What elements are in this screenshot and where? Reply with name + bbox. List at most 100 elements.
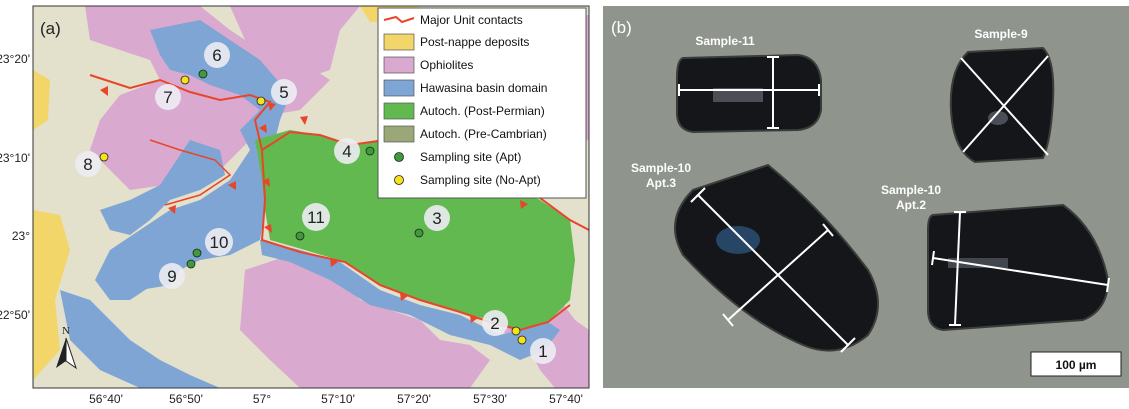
site-label-halo xyxy=(302,203,330,231)
legend-label: Autoch. (Pre-Cambrian) xyxy=(420,127,547,141)
legend-swatch-post-nappe xyxy=(383,33,415,51)
site-marker-apt xyxy=(414,228,424,238)
grain-inclusion xyxy=(948,258,1008,268)
thrust-teeth xyxy=(100,86,528,323)
legend-label: Sampling site (Apt) xyxy=(420,150,521,164)
north-label: N xyxy=(62,325,70,337)
grain-inclusion xyxy=(988,111,1008,125)
sample-10-apt3-label: Sample-10 xyxy=(631,161,691,175)
hawasina-area xyxy=(100,140,225,235)
site-number-label: 11 xyxy=(307,208,325,227)
map-legend: Major Unit contacts Post-nappe deposits … xyxy=(377,7,587,199)
site-number-label: 2 xyxy=(490,314,499,333)
lon-tick-label: 56°50' xyxy=(169,392,203,406)
legend-label: Post-nappe deposits xyxy=(420,35,529,49)
hawasina-area xyxy=(95,20,290,300)
legend-swatch-site-apt xyxy=(394,152,404,162)
apatite-grain-sample-10-apt2 xyxy=(927,203,1110,332)
site-number-label: 5 xyxy=(279,83,288,102)
ophiolite-area xyxy=(240,255,490,388)
legend-label: Hawasina basin domain xyxy=(420,81,547,95)
site-label-halo xyxy=(424,205,450,231)
legend-swatch-contact-line xyxy=(383,15,415,24)
lon-tick-label: 57°20' xyxy=(397,392,431,406)
site-marker-apt xyxy=(192,248,202,258)
ophiolite-area xyxy=(85,6,330,190)
sample-10-apt2-label: Sample-10 xyxy=(881,183,941,197)
panel-b-label: (b) xyxy=(611,18,632,37)
grain-measurement-lines xyxy=(678,56,820,129)
legend-swatch-autoch-post-permian xyxy=(383,102,415,120)
scale-bar-box xyxy=(1030,351,1122,377)
site-marker-apt xyxy=(186,259,196,269)
legend-label: Sampling site (No-Apt) xyxy=(420,173,541,187)
site-number-label: 8 xyxy=(83,155,92,174)
grain-measurement-lines xyxy=(690,187,856,353)
site-label-halo xyxy=(205,228,233,256)
site-marker-no-apt xyxy=(511,326,521,336)
grain-measurement-lines xyxy=(960,55,1049,156)
site-marker-apt xyxy=(295,231,305,241)
sample-11-label: Sample-11 xyxy=(695,34,755,48)
lon-tick-label: 57° xyxy=(253,392,271,406)
post-nappe-area xyxy=(33,70,50,130)
panel-a-label: (a) xyxy=(40,19,61,38)
grain-measurement-lines xyxy=(931,211,1110,326)
site-label-halo xyxy=(204,42,230,68)
site-number-label: 10 xyxy=(210,233,229,252)
sample-10-apt2-sublabel: Apt.2 xyxy=(896,198,926,212)
site-marker-no-apt xyxy=(256,96,266,106)
legend-swatch-site-no-apt xyxy=(394,175,404,185)
site-label-halo xyxy=(155,84,181,110)
lon-tick-label: 56°40' xyxy=(89,392,123,406)
site-number-label: 3 xyxy=(432,209,441,228)
site-marker-apt xyxy=(365,146,375,156)
scale-bar: 100 µm xyxy=(1030,351,1122,377)
apatite-grain-sample-10-apt3 xyxy=(674,163,879,352)
site-number-label: 7 xyxy=(163,88,172,107)
lat-tick-label: 22°50' xyxy=(0,308,30,322)
hawasina-area xyxy=(60,290,220,388)
ophiolite-area xyxy=(230,6,360,80)
lat-tick-label: 23°20' xyxy=(0,52,30,66)
sample-10-apt3-sublabel: Apt.3 xyxy=(646,176,676,190)
legend-label: Ophiolites xyxy=(420,58,473,72)
lat-tick-label: 23°10' xyxy=(0,151,30,165)
site-number-label: 1 xyxy=(538,342,547,361)
site-marker-no-apt xyxy=(517,335,527,345)
lon-tick-label: 57°40' xyxy=(549,392,583,406)
major-unit-contact-line xyxy=(149,139,232,206)
sample-9-label: Sample-9 xyxy=(974,27,1028,41)
apatite-micrograph: (b) Sample-11 Sample-9 Sample-10 Apt.3 S… xyxy=(603,6,1129,388)
site-number-label: 6 xyxy=(212,46,221,65)
site-label-halo xyxy=(482,310,508,336)
post-nappe-area xyxy=(33,210,70,380)
site-marker-no-apt xyxy=(180,75,190,85)
legend-label: Major Unit contacts xyxy=(420,13,523,27)
legend-swatch-ophiolites xyxy=(383,56,415,74)
site-label-halo xyxy=(334,138,360,164)
scale-bar-label: 100 µm xyxy=(1056,358,1097,372)
geologic-map: (a) 23°20' 23°10' 23° 22°50' 56°40' 56°5… xyxy=(0,5,590,406)
site-marker-no-apt xyxy=(99,152,109,162)
lon-tick-label: 57°10' xyxy=(321,392,355,406)
site-label-halo xyxy=(530,338,556,364)
site-label-halo xyxy=(271,79,297,105)
site-label-halo xyxy=(75,151,101,177)
site-label-halo xyxy=(159,263,185,289)
north-arrow-icon: N xyxy=(56,325,77,370)
geologic-map-panel: (a) 23°20' 23°10' 23° 22°50' 56°40' 56°5… xyxy=(0,5,590,406)
latitude-tick-labels: 23°20' 23°10' 23° 22°50' xyxy=(0,52,30,322)
site-number-label: 4 xyxy=(342,142,351,161)
map-frame xyxy=(32,5,590,389)
legend-swatch-hawasina xyxy=(383,79,415,97)
grain-inclusion xyxy=(713,88,763,102)
lat-tick-label: 23° xyxy=(12,229,30,243)
legend-label: Autoch. (Post-Permian) xyxy=(420,104,545,118)
longitude-tick-labels: 56°40' 56°50' 57° 57°10' 57°20' 57°30' 5… xyxy=(89,392,583,406)
apatite-micrograph-panel: (b) Sample-11 Sample-9 Sample-10 Apt.3 S… xyxy=(603,0,1129,409)
site-marker-apt xyxy=(198,69,208,79)
lon-tick-label: 57°30' xyxy=(473,392,507,406)
site-number-label: 9 xyxy=(167,267,176,286)
sampling-sites: 6 7 5 8 4 11 3 10 9 2 xyxy=(75,42,556,364)
